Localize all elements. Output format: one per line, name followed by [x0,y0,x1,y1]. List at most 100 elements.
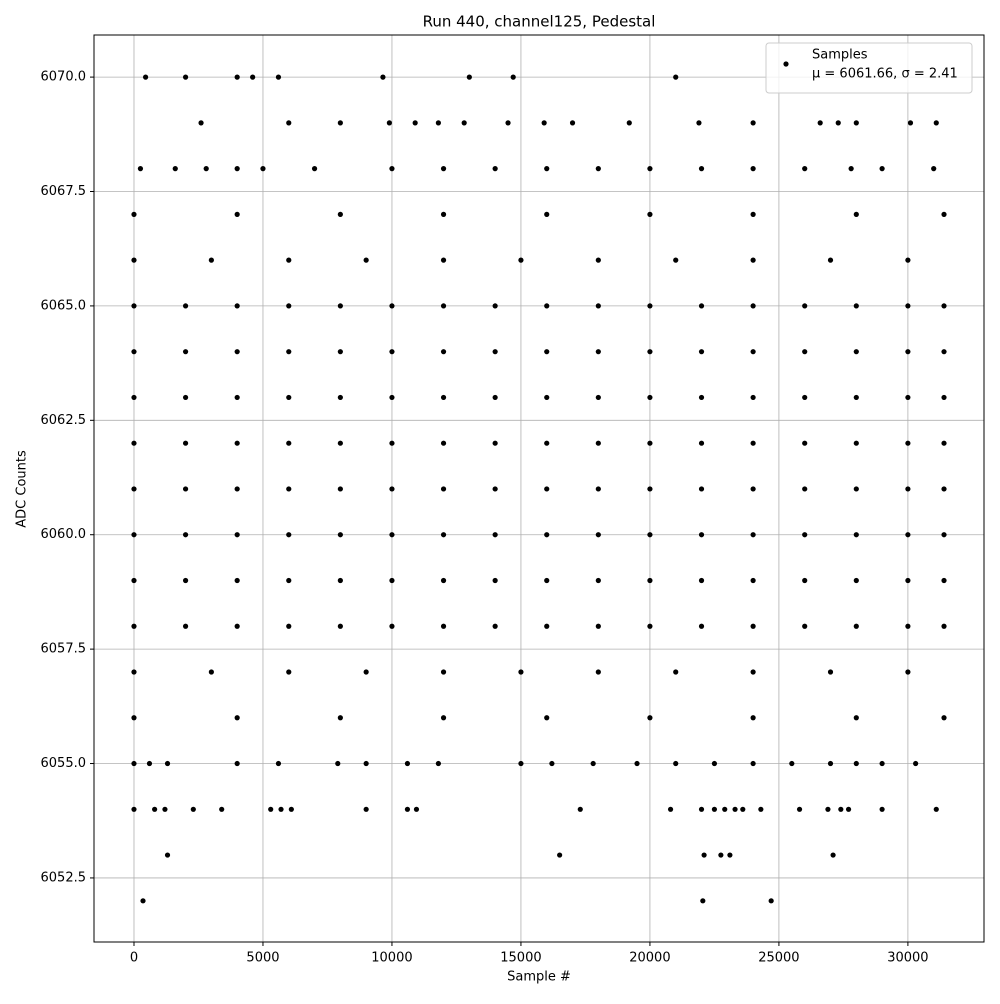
x-tick-label: 15000 [500,951,541,966]
point [907,120,914,126]
point [750,669,756,675]
point [203,166,209,172]
point [941,211,947,217]
point [647,349,653,355]
point [440,532,447,538]
point [131,211,137,217]
point [182,532,189,538]
point [131,760,137,767]
point [838,806,844,812]
point [234,532,240,538]
point [544,440,550,446]
y-tick-label: 6062.5 [41,413,87,428]
point [492,623,498,629]
point [802,394,808,401]
point [750,577,756,584]
point [647,715,653,721]
point [131,577,137,584]
point [933,120,939,126]
point [286,669,292,675]
point [740,806,746,812]
point [435,760,441,767]
x-tick-label: 25000 [758,951,799,966]
y-tick-label: 6067.5 [41,184,87,199]
point [131,715,137,721]
point [647,440,653,446]
point [337,440,343,446]
point [250,74,256,80]
point [440,486,447,492]
point [152,806,158,812]
point [544,166,550,172]
point [518,760,524,767]
point [518,257,524,263]
point [698,623,705,629]
point [234,211,240,217]
point [335,760,341,767]
point [817,120,823,126]
point [750,440,756,446]
point [286,486,292,492]
point [933,806,939,812]
point [389,394,395,401]
point [260,166,266,172]
point [853,349,859,355]
point [853,120,859,126]
point [389,623,395,629]
point [363,257,369,263]
point [440,577,447,584]
point [698,394,705,401]
point [750,715,756,721]
point [386,120,392,126]
point [830,852,836,858]
point [789,760,795,767]
point [796,806,803,812]
point [286,577,292,584]
point [286,349,292,355]
point [827,760,834,767]
legend-label: Samples [812,48,868,63]
point [853,394,859,401]
point [647,303,653,309]
point [905,440,911,446]
point [905,532,911,538]
y-tick-label: 6060.0 [41,527,87,542]
point [853,211,859,217]
legend-marker [783,61,789,67]
point [389,532,395,538]
point [363,669,369,675]
point [164,760,171,767]
point [492,349,498,355]
point [544,577,550,584]
point [219,806,225,812]
point [595,257,601,263]
point [182,74,189,80]
point [577,806,583,812]
point [404,806,411,812]
point [905,669,911,675]
point [941,349,947,355]
point [544,532,550,538]
point [544,349,550,355]
point [698,486,705,492]
point [698,532,705,538]
point [698,577,705,584]
point [389,440,395,446]
point [208,257,214,263]
point [131,257,137,263]
point [879,806,885,812]
point [286,257,292,263]
point [647,532,653,538]
point [412,120,418,126]
point [595,303,601,309]
point [234,440,240,446]
point [389,486,395,492]
point [182,577,189,584]
point [727,852,733,858]
x-tick-label: 20000 [629,951,670,966]
point [131,532,137,538]
point [440,715,447,721]
point [337,120,343,126]
legend: Samples μ = 6061.66, σ = 2.41 [765,42,973,94]
point [288,806,294,812]
